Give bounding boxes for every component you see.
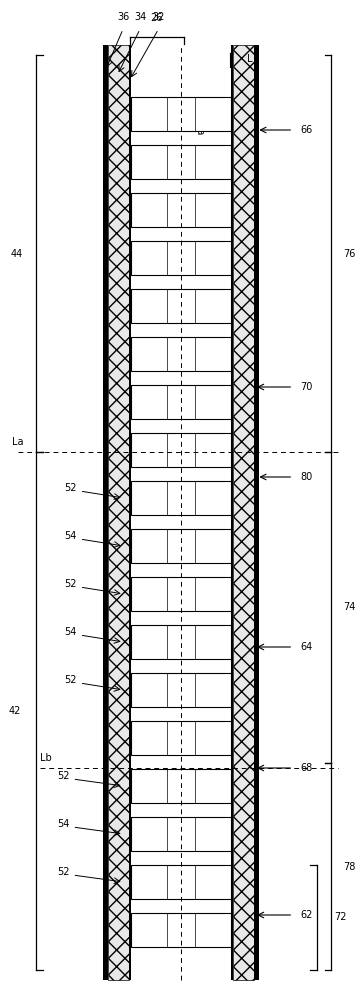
Bar: [131, 145, 231, 179]
Bar: [131, 577, 231, 611]
Text: 74: 74: [343, 602, 355, 612]
Text: La: La: [12, 437, 23, 447]
Text: 36: 36: [117, 12, 129, 22]
Text: 54: 54: [64, 627, 77, 637]
Bar: [131, 913, 231, 947]
Bar: [254, 45, 259, 980]
Text: 76: 76: [343, 249, 355, 259]
Text: L: L: [247, 54, 253, 64]
Text: 26: 26: [151, 13, 163, 23]
Text: 70: 70: [300, 382, 313, 392]
Bar: [131, 337, 231, 371]
Text: 68: 68: [300, 763, 313, 773]
Text: 80: 80: [300, 472, 313, 482]
Text: 52: 52: [57, 867, 70, 877]
Bar: [231, 45, 233, 980]
Bar: [131, 481, 231, 515]
Bar: [131, 97, 231, 131]
Bar: [131, 865, 231, 899]
Text: 34: 34: [134, 12, 146, 22]
Text: 52: 52: [57, 771, 70, 781]
Bar: [108, 45, 129, 980]
Bar: [131, 529, 231, 563]
Text: 54: 54: [64, 531, 77, 541]
Text: 52: 52: [64, 675, 77, 685]
Text: 72: 72: [334, 912, 346, 922]
Text: 66: 66: [300, 125, 313, 135]
Text: 44: 44: [10, 249, 22, 259]
Bar: [131, 673, 231, 707]
Bar: [131, 193, 231, 227]
Bar: [131, 241, 231, 275]
Text: Lb: Lb: [40, 753, 52, 763]
Bar: [129, 45, 131, 980]
Text: 64: 64: [300, 642, 313, 652]
Text: 52: 52: [64, 579, 77, 589]
Bar: [131, 433, 231, 467]
Bar: [233, 45, 254, 980]
Bar: [103, 45, 108, 980]
Text: 42: 42: [8, 706, 21, 716]
Bar: [131, 385, 231, 419]
Bar: [131, 625, 231, 659]
Bar: [131, 817, 231, 851]
Bar: [131, 769, 231, 803]
Text: 32: 32: [152, 12, 165, 22]
Text: 62: 62: [300, 910, 313, 920]
Text: 52: 52: [64, 483, 77, 493]
Text: 32a: 32a: [195, 117, 205, 135]
Bar: [131, 721, 231, 755]
Text: 54: 54: [57, 819, 70, 829]
Bar: [131, 289, 231, 323]
Text: 78: 78: [343, 861, 355, 871]
